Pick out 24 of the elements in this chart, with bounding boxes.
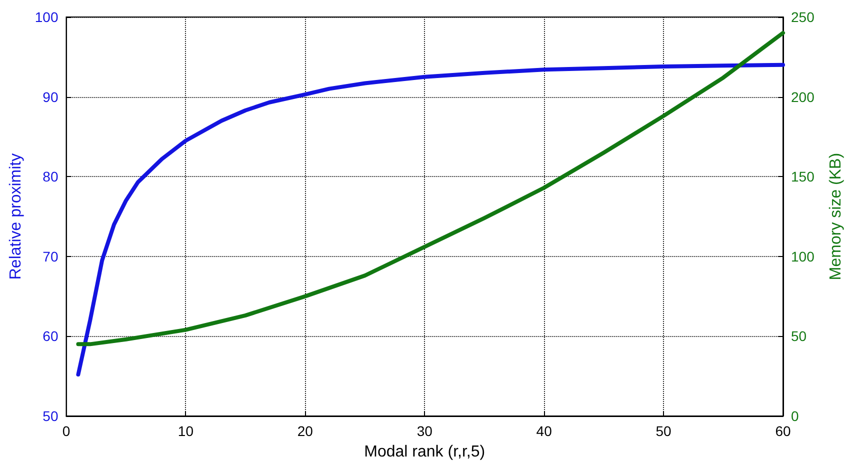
y2-tick-label: 150 bbox=[791, 168, 815, 185]
y-axis-title: Relative proximity bbox=[8, 153, 24, 280]
y-tick-label: 50 bbox=[42, 408, 58, 424]
x-tick-label: 0 bbox=[62, 423, 70, 439]
x-tick-label: 60 bbox=[775, 423, 791, 439]
y-tick-label: 100 bbox=[34, 9, 58, 25]
y2-tick-label: 0 bbox=[791, 408, 799, 424]
x-tick-label: 30 bbox=[416, 423, 433, 439]
y2-axis-title: Memory size (KB) bbox=[828, 152, 844, 280]
x-tick-label: 40 bbox=[536, 423, 552, 439]
x-tick-label: 20 bbox=[297, 423, 314, 439]
line-series bbox=[76, 62, 785, 377]
y-tick-label: 60 bbox=[42, 328, 58, 344]
y2-tick-label: 50 bbox=[791, 328, 807, 344]
y-tick-label: 80 bbox=[42, 168, 58, 185]
line-series bbox=[76, 30, 785, 346]
x-tick-label: 50 bbox=[656, 423, 672, 439]
y2-tick-label: 250 bbox=[791, 9, 815, 25]
y-tick-label: 70 bbox=[42, 248, 58, 264]
x-axis-title: Modal rank (r,r,5) bbox=[364, 444, 486, 460]
x-tick-label: 10 bbox=[178, 423, 194, 439]
y2-tick-label: 100 bbox=[791, 248, 815, 264]
y2-tick-label: 200 bbox=[791, 88, 815, 105]
y-tick-label: 90 bbox=[42, 88, 58, 105]
